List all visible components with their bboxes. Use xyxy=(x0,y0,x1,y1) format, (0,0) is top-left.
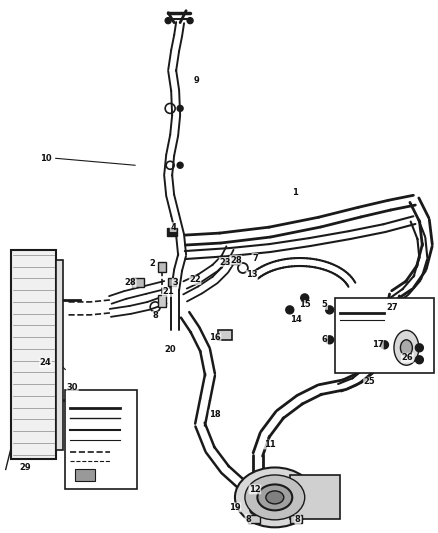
Text: 17: 17 xyxy=(372,340,383,349)
Text: 8: 8 xyxy=(245,515,251,524)
Circle shape xyxy=(177,162,183,168)
Text: 27: 27 xyxy=(387,303,398,312)
Circle shape xyxy=(415,356,424,364)
Circle shape xyxy=(165,18,171,23)
Text: 8: 8 xyxy=(295,515,300,524)
Text: 20: 20 xyxy=(164,345,176,354)
Text: 7: 7 xyxy=(252,254,258,263)
Circle shape xyxy=(187,18,193,23)
Bar xyxy=(218,330,232,340)
Bar xyxy=(248,515,260,523)
Text: 4: 4 xyxy=(170,223,176,232)
Text: 16: 16 xyxy=(209,333,221,342)
Ellipse shape xyxy=(258,484,292,511)
Text: 22: 22 xyxy=(189,276,201,285)
Bar xyxy=(132,278,144,287)
Text: 8: 8 xyxy=(152,311,158,320)
Text: 9: 9 xyxy=(193,76,199,85)
Ellipse shape xyxy=(266,491,284,504)
Bar xyxy=(158,262,166,272)
Text: 28: 28 xyxy=(230,255,242,264)
Ellipse shape xyxy=(400,340,413,356)
Text: 24: 24 xyxy=(40,358,51,367)
Ellipse shape xyxy=(394,330,419,365)
Bar xyxy=(66,390,137,489)
Ellipse shape xyxy=(235,467,314,527)
Bar xyxy=(56,260,64,449)
Text: 10: 10 xyxy=(40,154,51,163)
Text: 21: 21 xyxy=(162,287,174,296)
Text: 2: 2 xyxy=(149,259,155,268)
Circle shape xyxy=(326,306,334,314)
Text: 29: 29 xyxy=(20,463,32,472)
Text: 6: 6 xyxy=(322,335,328,344)
Circle shape xyxy=(177,106,183,111)
Text: 25: 25 xyxy=(364,377,375,386)
Bar xyxy=(75,470,95,481)
Bar xyxy=(228,255,240,264)
Bar xyxy=(11,250,56,459)
Bar xyxy=(167,228,177,236)
Bar xyxy=(335,298,434,373)
Text: 26: 26 xyxy=(402,353,413,362)
Text: 11: 11 xyxy=(264,440,276,449)
Circle shape xyxy=(326,336,334,344)
Text: 5: 5 xyxy=(322,301,328,309)
Text: 30: 30 xyxy=(67,383,78,392)
Circle shape xyxy=(286,306,294,314)
Text: 23: 23 xyxy=(219,257,231,266)
Text: 15: 15 xyxy=(299,301,311,309)
Ellipse shape xyxy=(245,475,305,520)
Text: 3: 3 xyxy=(172,278,178,287)
Text: 1: 1 xyxy=(292,188,298,197)
Bar xyxy=(290,475,339,519)
Bar xyxy=(158,295,166,307)
Text: 18: 18 xyxy=(209,410,221,419)
Circle shape xyxy=(381,341,389,349)
Bar xyxy=(290,515,302,523)
Text: 19: 19 xyxy=(229,503,241,512)
Circle shape xyxy=(415,344,424,352)
Circle shape xyxy=(301,294,309,302)
Bar xyxy=(168,278,176,286)
Text: 13: 13 xyxy=(246,270,258,279)
Text: 14: 14 xyxy=(290,316,302,325)
Text: 12: 12 xyxy=(249,485,261,494)
Text: 28: 28 xyxy=(124,278,136,287)
